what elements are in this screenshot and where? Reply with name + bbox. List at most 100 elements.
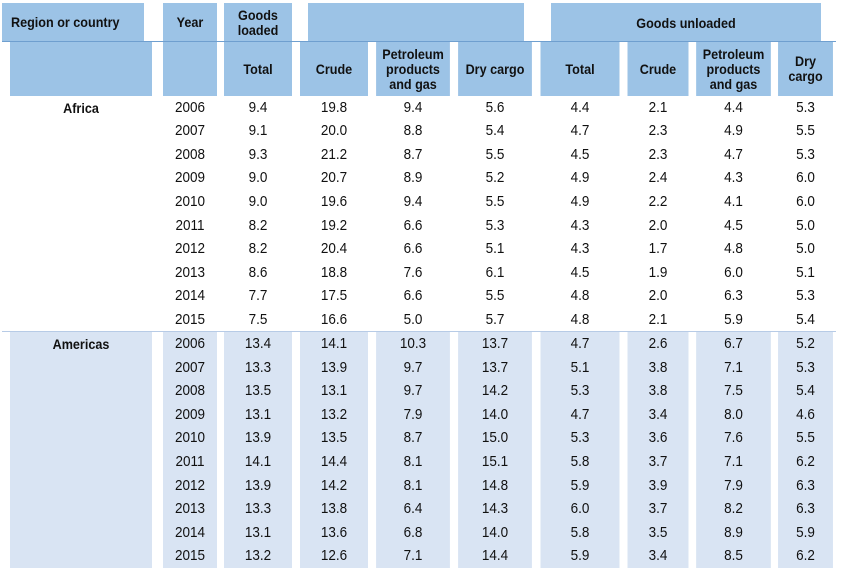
region-empty-cell (9, 450, 153, 474)
loaded-petroleum-cell: 6.4 (376, 497, 450, 521)
loaded-dry-cargo-cell: 14.4 (458, 544, 532, 568)
year-cell: 2010 (163, 190, 217, 214)
unloaded-total-cell: 4.3 (540, 213, 620, 238)
loaded-total-cell: 13.3 (223, 356, 293, 380)
unloaded-crude-cell: 3.7 (627, 450, 689, 474)
loaded-total-cell: 8.2 (223, 213, 293, 238)
unloaded-total-cell: 4.3 (540, 237, 620, 261)
unloaded-total-cell: 4.4 (540, 96, 620, 120)
unloaded-dry-cargo-cell: 6.3 (778, 497, 833, 521)
unloaded-petroleum-cell: 5.9 (696, 307, 771, 332)
region-empty-cell (9, 284, 153, 308)
unloaded-total-cell: 5.9 (540, 473, 620, 498)
unloaded-total-cell: 5.8 (540, 450, 620, 474)
maritime-trade-table: Region or country Year Goods loaded Good… (2, 3, 837, 568)
year-cell: 2013 (163, 260, 217, 285)
loaded-petroleum-cell: 5.0 (376, 307, 450, 332)
loaded-dry-cargo-cell: 5.5 (458, 143, 532, 167)
unloaded-dry-cargo-cell: 5.4 (778, 379, 833, 404)
year-cell: 2009 (163, 166, 217, 191)
unloaded-total-cell: 6.0 (540, 497, 620, 521)
table-row: Americas 2006 13.4 14.1 10.3 13.7 4.7 2.6 6.7 5.2 (2, 331, 836, 357)
year-cell: 2013 (163, 497, 217, 521)
unloaded-petroleum-cell: 4.8 (696, 237, 771, 261)
table-row: 2014 7.7 17.5 6.6 5.5 4.8 2.0 6.3 5.3 (2, 284, 836, 308)
unloaded-crude-cell: 2.2 (627, 190, 689, 214)
region-empty-cell (9, 426, 153, 451)
unloaded-petroleum-cell: 4.7 (696, 143, 771, 167)
unloaded-dry-cargo-cell: 6.2 (778, 544, 833, 568)
year-cell: 2011 (163, 213, 217, 238)
unloaded-petroleum-cell: 6.0 (696, 260, 771, 285)
table-header: Region or country Year Goods loaded Good… (2, 3, 837, 96)
loaded-crude-cell: 13.5 (299, 426, 369, 451)
unloaded-petroleum-cell: 4.9 (696, 119, 771, 144)
loaded-petroleum-cell: 8.8 (376, 119, 450, 144)
loaded-crude-cell: 14.4 (299, 450, 369, 474)
unloaded-petroleum-cell: 6.3 (696, 284, 771, 308)
unloaded-dry-cargo-cell: 5.9 (778, 520, 833, 545)
loaded-total-cell: 8.2 (223, 237, 293, 261)
unloaded-crude-cell: 3.8 (627, 379, 689, 404)
region-empty-cell (9, 403, 153, 427)
loaded-dry-cargo-cell: 14.2 (458, 379, 532, 404)
loaded-dry-cargo-cell: 5.3 (458, 213, 532, 238)
unloaded-crude-cell: 3.5 (627, 520, 689, 545)
unloaded-crude-cell: 2.1 (627, 307, 689, 332)
loaded-dry-cargo-cell: 14.0 (458, 403, 532, 427)
region-empty-cell (9, 544, 153, 568)
unloaded-crude-cell: 3.9 (627, 473, 689, 498)
unloaded-total-cell: 4.5 (540, 143, 620, 167)
unloaded-crude-cell: 2.0 (627, 284, 689, 308)
unloaded-crude-cell: 2.0 (627, 213, 689, 238)
unloaded-petroleum-cell: 7.1 (696, 356, 771, 380)
region-column-header: Region or country (2, 3, 145, 42)
unloaded-total-cell: 4.7 (540, 119, 620, 144)
unloaded-crude-header: Crude (627, 41, 689, 96)
loaded-total-cell: 8.6 (223, 260, 293, 285)
year-cell: 2014 (163, 284, 217, 308)
loaded-total-cell: 13.9 (223, 426, 293, 451)
region-empty-cell (9, 260, 153, 285)
loaded-petroleum-cell: 7.6 (376, 260, 450, 285)
loaded-crude-cell: 13.9 (299, 356, 369, 380)
unloaded-petroleum-cell: 7.9 (696, 473, 771, 498)
unloaded-crude-cell: 3.4 (627, 544, 689, 568)
table-body: Africa 2006 9.4 19.8 9.4 5.6 4.4 2.1 4.4 5.3 2007 9… (2, 96, 836, 568)
loaded-petroleum-cell: 8.9 (376, 166, 450, 191)
region-empty-cell (9, 307, 153, 332)
table-row: 2012 13.9 14.2 8.1 14.8 5.9 3.9 7.9 6.3 (2, 473, 836, 498)
year-cell: 2008 (163, 143, 217, 167)
unloaded-petroleum-cell: 4.1 (696, 190, 771, 214)
loaded-crude-cell: 20.0 (299, 119, 369, 144)
region-empty-cell (9, 143, 153, 167)
unloaded-petroleum-cell: 4.3 (696, 166, 771, 191)
loaded-dry-cargo-cell: 15.1 (458, 450, 532, 474)
unloaded-petroleum-header: Petroleum products and gas (696, 41, 771, 96)
loaded-petroleum-cell: 8.7 (376, 426, 450, 451)
table-row: 2015 13.2 12.6 7.1 14.4 5.9 3.4 8.5 6.2 (2, 544, 836, 568)
loaded-crude-header: Crude (299, 41, 369, 96)
region-empty-cell (9, 379, 153, 404)
unloaded-dry-cargo-cell: 5.3 (778, 96, 833, 120)
year-cell: 2010 (163, 426, 217, 451)
table-row: 2007 13.3 13.9 9.7 13.7 5.1 3.8 7.1 5.3 (2, 356, 836, 380)
loaded-total-cell: 9.3 (223, 143, 293, 167)
loaded-petroleum-cell: 7.1 (376, 544, 450, 568)
loaded-dry-cargo-cell: 5.5 (458, 190, 532, 214)
table-row: 2008 13.5 13.1 9.7 14.2 5.3 3.8 7.5 5.4 (2, 379, 836, 404)
loaded-petroleum-cell: 7.9 (376, 403, 450, 427)
unloaded-dry-cargo-cell: 5.5 (778, 426, 833, 451)
unloaded-dry-cargo-cell: 4.6 (778, 403, 833, 427)
loaded-crude-cell: 19.8 (299, 96, 369, 120)
loaded-total-cell: 13.1 (223, 403, 293, 427)
unloaded-crude-cell: 3.4 (627, 403, 689, 427)
loaded-total-cell: 13.9 (223, 473, 293, 498)
unloaded-dry-cargo-cell: 6.2 (778, 450, 833, 474)
unloaded-total-cell: 4.9 (540, 166, 620, 191)
header-spacer (308, 3, 524, 42)
loaded-petroleum-cell: 9.4 (376, 190, 450, 214)
unloaded-crude-cell: 3.7 (627, 497, 689, 521)
table-row: 2008 9.3 21.2 8.7 5.5 4.5 2.3 4.7 5.3 (2, 143, 836, 167)
loaded-petroleum-cell: 9.7 (376, 379, 450, 404)
